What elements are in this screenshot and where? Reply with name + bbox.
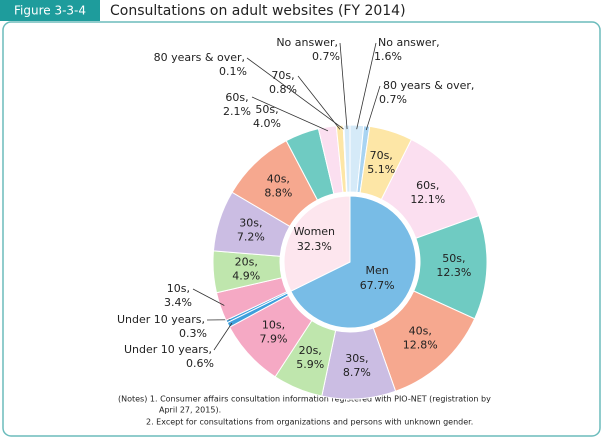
value-label: 1.6% (374, 50, 402, 63)
segment-label: 50s, (255, 103, 278, 116)
figure-label-box (0, 0, 100, 21)
segment-label: 60s, (416, 179, 439, 192)
note: April 27, 2015). (159, 406, 221, 415)
leader-line (365, 85, 381, 131)
value-label: 5.9% (296, 358, 324, 371)
value-label: 7.2% (237, 230, 265, 243)
value-label: 0.3% (179, 327, 207, 340)
value-label: 2.1% (223, 105, 251, 118)
value-label: 8.7% (343, 366, 371, 379)
figure-label: Figure 3-3-4 (14, 4, 86, 18)
segment-label: Under 10 years, (124, 343, 212, 356)
value-label: 0.1% (219, 65, 247, 78)
slice-label: Men (366, 264, 389, 277)
ring-segment (343, 124, 351, 193)
segment-label: Under 10 years, (117, 313, 205, 326)
value-label: 3.4% (164, 296, 192, 309)
segment-label: 20s, (299, 344, 322, 357)
note: 2. Except for consultations from organiz… (146, 418, 473, 427)
value-label: 4.0% (253, 117, 281, 130)
value-label: 0.7% (312, 50, 340, 63)
leader-line (192, 288, 225, 306)
segment-label: 80 years & over, (154, 51, 245, 64)
value-label: 8.8% (264, 187, 292, 200)
value-label: 12.3% (436, 266, 471, 279)
slice-label: Women (294, 225, 335, 238)
segment-label: 30s, (239, 216, 262, 229)
pie-slice (283, 195, 351, 292)
value-label: 0.7% (379, 93, 407, 106)
leader-line (251, 96, 329, 132)
value-label: 32.3% (297, 240, 332, 253)
leader-line (297, 75, 341, 130)
value-label: 4.9% (232, 270, 260, 283)
leader-line (246, 57, 344, 130)
value-label: 12.8% (403, 339, 438, 352)
segment-label: 40s, (267, 173, 290, 186)
chart-title: Consultations on adult websites (FY 2014… (110, 3, 406, 19)
leader-line (339, 42, 348, 130)
value-label: 67.7% (360, 279, 395, 292)
segment-label: 80 years & over, (383, 79, 474, 92)
pie-slice (290, 195, 417, 329)
segment-label: 60s, (225, 91, 248, 104)
note: (Notes) 1. Consumer affairs consultation… (118, 395, 491, 404)
segment-label: No answer, (276, 36, 338, 49)
value-label: 0.8% (269, 83, 297, 96)
segment-label: 10s, (167, 282, 190, 295)
segment-label: 50s, (442, 252, 465, 265)
segment-label: No answer, (378, 36, 440, 49)
leader-line (356, 42, 377, 130)
value-label: 5.1% (367, 163, 395, 176)
segment-label: 70s, (370, 149, 393, 162)
segment-label: 10s, (262, 318, 285, 331)
leader-line (213, 322, 233, 351)
value-label: 7.9% (260, 332, 288, 345)
value-label: 12.1% (410, 193, 445, 206)
value-label: 0.6% (186, 357, 214, 370)
segment-label: 20s, (235, 256, 258, 269)
segment-label: 30s, (345, 352, 368, 365)
segment-label: 70s, (271, 69, 294, 82)
segment-label: 40s, (409, 325, 432, 338)
